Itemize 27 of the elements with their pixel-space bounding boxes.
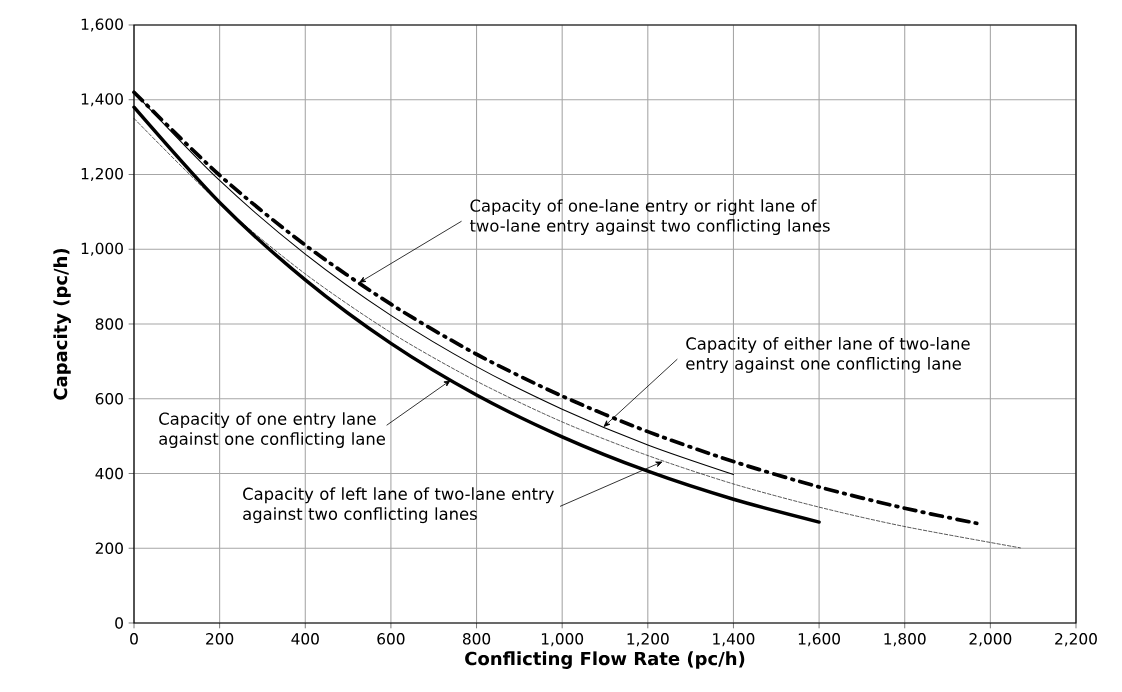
annotation: Capacity of either lane of two-lane entry against one conflicting lane bbox=[686, 337, 970, 373]
x-tick-label: 2,000 bbox=[969, 633, 1012, 647]
x-tick-label: 1,800 bbox=[884, 633, 926, 647]
x-tick-label: 2,200 bbox=[1055, 633, 1097, 647]
x-tick-label: 200 bbox=[206, 633, 234, 645]
x-tick-label: 1,000 bbox=[541, 633, 584, 647]
y-axis-title: Capacity (pc/h) bbox=[53, 248, 71, 400]
x-tick-label: 1,200 bbox=[627, 633, 669, 647]
x-tick-label: 400 bbox=[291, 633, 319, 645]
x-tick-label: 1,600 bbox=[798, 633, 841, 647]
x-axis-title: Conflicting Flow Rate (pc/h) bbox=[465, 651, 745, 669]
y-tick-label: 1,600 bbox=[81, 18, 123, 32]
y-tick-label: 200 bbox=[95, 542, 123, 555]
annotation: Capacity of left lane of two-lane entry against two conflicting lanes bbox=[243, 487, 554, 524]
annotation: Capacity of one entry lane against one conflicting lane bbox=[159, 412, 385, 449]
x-tick-label: 1,400 bbox=[713, 633, 755, 647]
y-tick-label: 600 bbox=[95, 392, 123, 405]
annotation: Capacity of one-lane entry or right lane of two-lane entry against two conflicting lanes bbox=[469, 199, 830, 236]
y-tick-label: 1,200 bbox=[81, 167, 123, 182]
x-tick-label: 600 bbox=[377, 633, 405, 645]
y-tick-label: 400 bbox=[95, 467, 123, 480]
y-tick-label: 1,400 bbox=[81, 93, 123, 107]
x-tick-label: 800 bbox=[462, 633, 491, 645]
y-tick-label: 800 bbox=[95, 318, 123, 330]
y-tick-label: 0 bbox=[115, 617, 123, 629]
y-tick-label: 1,000 bbox=[81, 242, 123, 256]
x-tick-label: 0 bbox=[130, 633, 138, 645]
